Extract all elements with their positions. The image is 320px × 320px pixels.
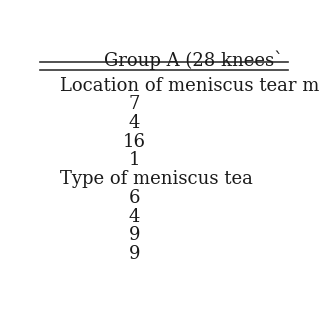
Text: Location of meniscus tear me: Location of meniscus tear me [60, 76, 320, 95]
Text: 1: 1 [129, 151, 140, 170]
Text: 9: 9 [129, 227, 140, 244]
Text: 7: 7 [129, 95, 140, 113]
Text: 4: 4 [129, 114, 140, 132]
Text: Group A (28 knees`: Group A (28 knees` [104, 51, 283, 70]
Text: 4: 4 [129, 208, 140, 226]
Text: 16: 16 [123, 133, 146, 151]
Text: 9: 9 [129, 245, 140, 263]
Text: 6: 6 [129, 189, 140, 207]
Text: Type of meniscus tea: Type of meniscus tea [60, 170, 253, 188]
